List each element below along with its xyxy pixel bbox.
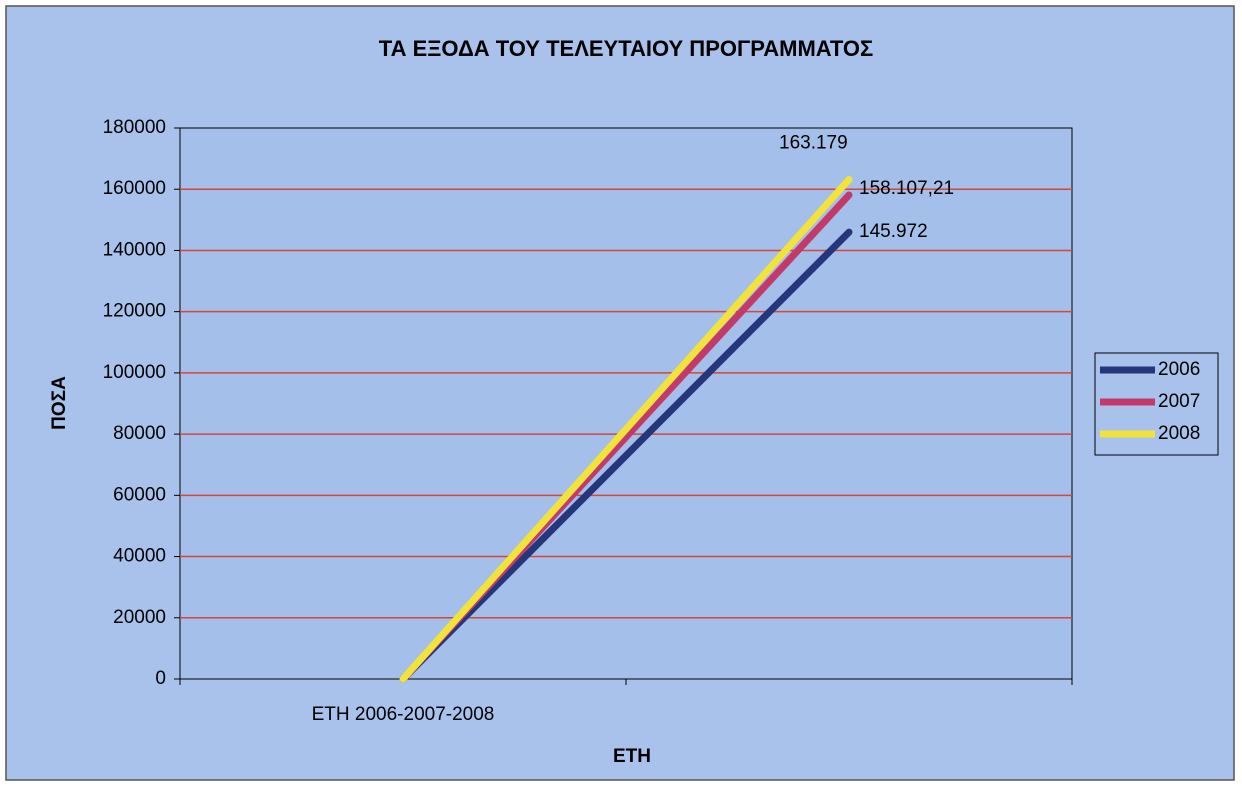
- y-axis-label: ΠΟΣΑ: [49, 376, 70, 430]
- y-tick-label: 160000: [103, 178, 166, 199]
- x-axis-label: ΕΤΗ: [613, 746, 651, 767]
- series-line: [399, 228, 853, 683]
- y-tick-label: 140000: [103, 239, 166, 260]
- plot-area: [179, 127, 1073, 680]
- x-tick-label: ΕΤΗ 2006-2007-2008: [312, 704, 495, 725]
- chart-title: ΤΑ ΕΞΟΔΑ ΤΟΥ ΤΕΛΕΥΤΑΙΟΥ ΠΡΟΓΡΑΜΜΑΤΟΣ: [379, 36, 873, 61]
- legend-label: 2007: [1158, 391, 1200, 412]
- data-label: 163.179: [779, 133, 848, 154]
- data-label: 158.107,21: [859, 178, 954, 199]
- y-tick-label: 60000: [113, 484, 166, 505]
- legend-label: 2008: [1158, 423, 1200, 444]
- y-tick-label: 120000: [103, 301, 166, 322]
- data-label: 145.972: [859, 221, 928, 242]
- legend-label: 2006: [1158, 359, 1200, 380]
- y-tick-label: 100000: [103, 362, 166, 383]
- y-tick-label: 0: [155, 668, 166, 689]
- y-tick-label: 180000: [103, 117, 166, 138]
- y-tick-label: 80000: [113, 423, 166, 444]
- y-tick-label: 40000: [113, 546, 166, 567]
- y-tick-label: 20000: [113, 607, 166, 628]
- series-line: [399, 175, 853, 683]
